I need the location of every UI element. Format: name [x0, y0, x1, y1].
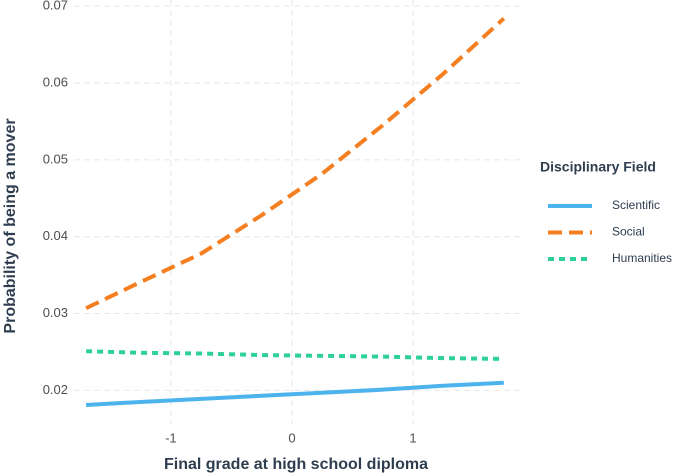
y-tick-label: 0.06	[43, 74, 68, 89]
legend-label: Social	[612, 225, 645, 239]
y-tick-label: 0.07	[43, 0, 68, 13]
series-line	[85, 380, 504, 408]
legend-label: Scientific	[612, 198, 660, 212]
y-tick-label: 0.02	[43, 382, 68, 397]
y-axis-title: Probability of being a mover	[2, 118, 19, 333]
x-axis-title: Final grade at high school diploma	[164, 456, 428, 473]
legend-label: Humanities	[612, 251, 672, 265]
series-line	[86, 349, 504, 361]
y-tick-label: 0.04	[43, 228, 68, 243]
legend-title: Disciplinary Field	[540, 159, 656, 175]
x-tick-label: 0	[288, 430, 295, 445]
y-tick-label: 0.03	[43, 305, 68, 320]
y-tick-label: 0.05	[43, 151, 68, 166]
series-line	[85, 16, 506, 310]
x-tick-label: -1	[165, 430, 177, 445]
x-tick-label: 1	[409, 430, 416, 445]
